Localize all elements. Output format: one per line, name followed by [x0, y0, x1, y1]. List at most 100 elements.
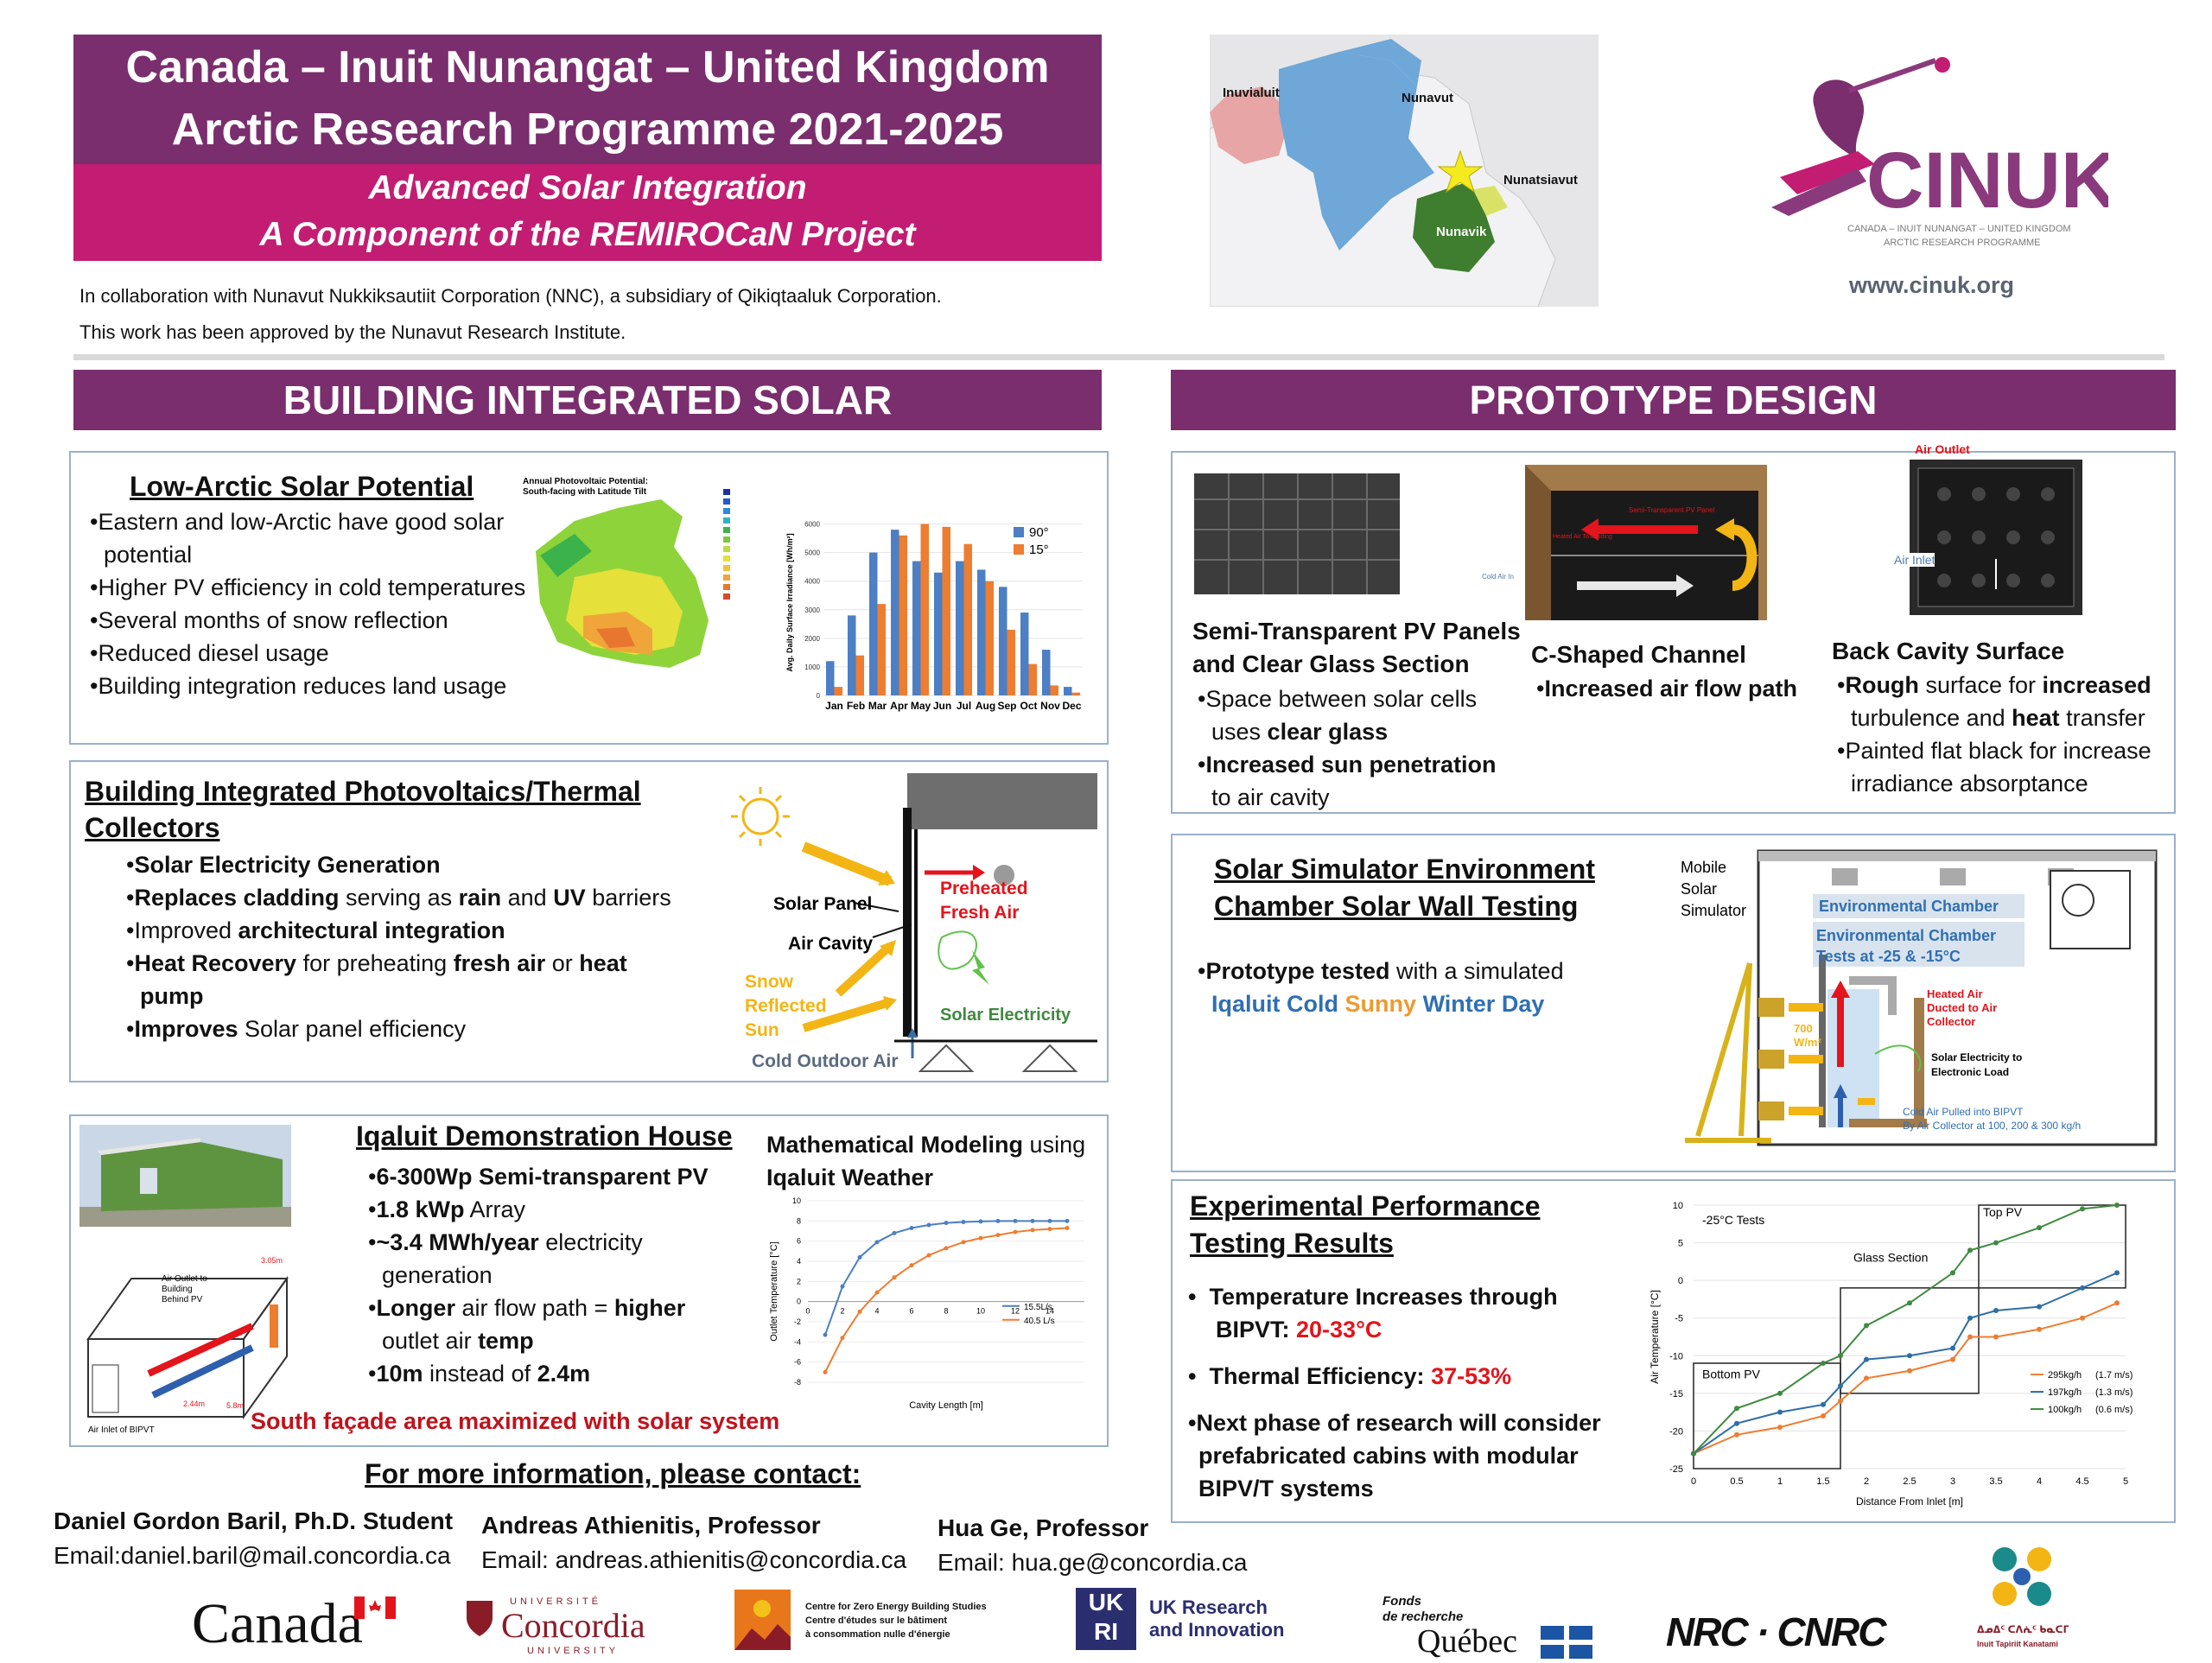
bar	[1050, 685, 1058, 695]
bar	[899, 535, 907, 695]
x-tick-label: 0	[1691, 1476, 1696, 1487]
y-tick-label: 0	[817, 692, 821, 700]
data-point	[1047, 1227, 1052, 1232]
data-point	[1838, 1353, 1843, 1359]
x-axis-label: Cavity Length [m]	[909, 1400, 983, 1411]
bar	[826, 661, 835, 695]
y-tick-label: -2	[794, 1317, 801, 1326]
air-temperature-chart: -25 -20 -15 -10 -5 0 5 10 0 0.5 1 1.5 2 2.5 3 3.5 4 4.5 5 -…	[1649, 1201, 2133, 1507]
results-title: Experimental Performance Testing Results	[1190, 1190, 1541, 1259]
x-tick-label: 2.5	[1903, 1476, 1916, 1487]
x-axis-label: Distance From Inlet [m]	[1856, 1495, 1963, 1507]
data-point	[926, 1253, 931, 1258]
label-cold-outdoor-air: Cold Outdoor Air	[752, 1051, 899, 1071]
dim-width: 2.44m	[183, 1400, 205, 1408]
data-point	[2080, 1315, 2085, 1321]
bar	[985, 581, 994, 695]
label-chamber-tests-1: Environmental Chamber	[1816, 927, 1996, 944]
label-heated-3: Collector	[1927, 1015, 1975, 1028]
bullet-continued: BIPV/T systems	[1198, 1476, 1374, 1501]
bullet: •Longer air flow path = higher outlet ai…	[368, 1295, 686, 1354]
data-point	[1065, 1226, 1070, 1230]
data-point	[1907, 1368, 1912, 1374]
data-point	[995, 1218, 1001, 1223]
left-section-title: BUILDING INTEGRATED SOLAR	[283, 378, 893, 422]
label-elec-1: Solar Electricity to	[1931, 1051, 2022, 1063]
data-point	[944, 1246, 949, 1251]
data-point	[1950, 1356, 1955, 1362]
label-solar-panel: Solar Panel	[773, 894, 872, 914]
data-point	[1777, 1425, 1783, 1431]
y-tick-label: 6	[797, 1237, 801, 1246]
x-tick-label: Jun	[933, 700, 951, 712]
bullet: •Higher PV efficiency in cold temperatur…	[90, 574, 526, 600]
bullet: •Heat Recovery for preheating fresh air …	[126, 950, 627, 1009]
contact-title: For more information, please contact:	[365, 1458, 861, 1489]
label-heated-2: Ducted to Air	[1927, 1001, 1997, 1014]
czebs-logo-icon	[734, 1590, 791, 1650]
label-cold-air-in: Cold Air In	[1482, 573, 1514, 581]
contact-3-email[interactable]: Email: hua.ge@concordia.ca	[938, 1549, 1248, 1576]
bipvt-bullets: •Solar Electricity Generation •Replaces …	[121, 848, 691, 1045]
annotation-glass-section: Glass Section	[1853, 1250, 1928, 1264]
subtitle-line-2: A Component of the REMIROCaN Project	[259, 216, 916, 253]
cinuk-url[interactable]: www.cinuk.org	[1849, 272, 2015, 298]
data-point	[1967, 1334, 1973, 1340]
data-point	[1950, 1270, 1955, 1276]
label-700: 700	[1794, 1022, 1813, 1035]
proto-col2-title: C-Shaped Channel	[1531, 641, 1746, 668]
bar	[1020, 613, 1029, 695]
data-point	[1838, 1383, 1843, 1389]
itk-text-1: ᐃᓄᐃᑦ ᑕᐱᕇᑦ ᑲᓇᑕᒥ	[1977, 1625, 2069, 1635]
proto-col1-bullets: •Space between solar cells uses clear gl…	[1192, 682, 1512, 814]
y-tick-label: -25	[1669, 1464, 1683, 1475]
data-point	[1734, 1420, 1739, 1426]
concordia-crest-icon	[467, 1601, 493, 1636]
bar	[877, 604, 886, 695]
bullet: •~3.4 MWh/year electricity generation	[368, 1229, 643, 1288]
data-point	[840, 1336, 845, 1341]
legend-label: 40.5 L/s	[1024, 1317, 1055, 1326]
demo-house-photo	[79, 1125, 291, 1227]
bullet: •Painted flat black for increase irradia…	[1837, 738, 2152, 797]
bullet: •Next phase of research will consider	[1188, 1410, 1601, 1436]
environment-chamber-diagram: Mobile Solar Simulator Environmental Cha…	[1681, 849, 2158, 1146]
data-point	[1907, 1353, 1912, 1359]
label-simulator: Simulator	[1681, 902, 1746, 919]
x-tick-label: Sep	[997, 700, 1016, 712]
label-cold-pulled-1: Cold Air Pulled into BIPVT	[1903, 1106, 2024, 1118]
y-tick-label: -5	[1675, 1314, 1683, 1324]
legend-label: 90°	[1029, 525, 1049, 540]
demo-house-bullets: •6-300Wp Semi-transparent PV •1.8 kWp Ar…	[363, 1160, 743, 1390]
y-axis-label: Outlet Temperature [°C]	[769, 1241, 779, 1341]
bullet: •Replaces cladding serving as rain and U…	[126, 885, 671, 911]
data-point	[892, 1230, 897, 1235]
bullet: •Solar Electricity Generation	[126, 852, 441, 878]
pv-map-legend	[723, 489, 730, 600]
results-panel	[1171, 1179, 2176, 1523]
contact-2-email[interactable]: Email: andreas.athienitis@concordia.ca	[481, 1546, 907, 1573]
section-box-top-pv	[1978, 1204, 2126, 1289]
weather-line: Iqaluit Cold Sunny Winter Day	[1211, 991, 1545, 1017]
left-section-banner	[73, 370, 1102, 430]
data-point	[995, 1233, 1001, 1238]
x-tick-label: 4	[2037, 1476, 2042, 1487]
x-tick-label: 8	[944, 1307, 948, 1316]
simulator-title: Solar Simulator Environment Chamber Solar…	[1214, 854, 1595, 922]
data-point	[2080, 1285, 2085, 1291]
bar	[1007, 629, 1015, 695]
label-air-outlet-3: Behind PV	[162, 1295, 203, 1304]
right-section-title: PROTOTYPE DESIGN	[1469, 378, 1878, 422]
bullet: •Improves Solar panel efficiency	[126, 1016, 467, 1042]
label-air-cavity: Air Cavity	[788, 934, 873, 954]
bullet: •Increased sun penetration to air cavity	[1198, 752, 1497, 810]
data-point	[1030, 1228, 1035, 1233]
data-point	[823, 1332, 828, 1337]
cinuk-logo: CINUK CANADA – INUIT NUNANGAT – UNITED K…	[1771, 57, 2108, 248]
bullet: •Eastern and low-Arctic have good solar …	[90, 509, 505, 568]
label-snow-2: Reflected	[745, 996, 827, 1016]
bullet: •1.8 kWp Array	[368, 1196, 526, 1222]
contact-1-email[interactable]: Email:daniel.baril@mail.concordia.ca	[54, 1542, 451, 1569]
x-tick-label: Jan	[825, 700, 843, 712]
title-line-2: Arctic Research Programme 2021-2025	[171, 105, 1004, 155]
